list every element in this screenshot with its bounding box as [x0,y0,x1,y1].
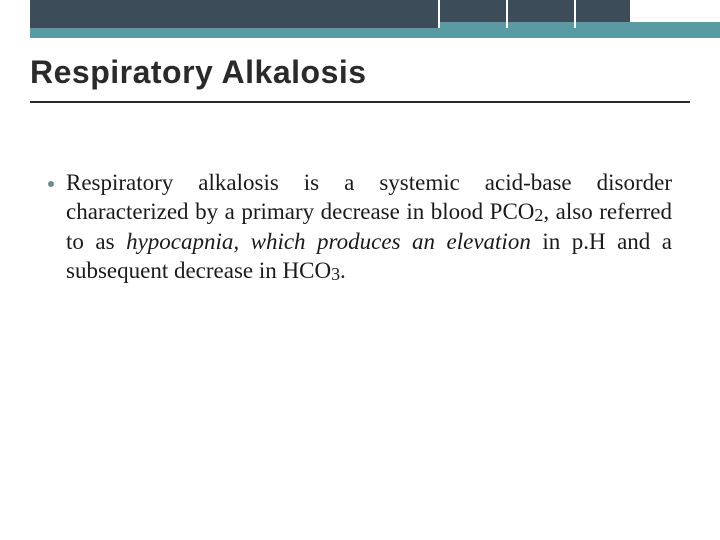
text-run: 2 [534,205,543,225]
text-run: . [340,258,346,283]
text-run: hypocapnia, which produces an elevation [126,229,531,254]
header-vline [506,0,508,28]
title-block: Respiratory Alkalosis [30,54,690,103]
header-vline [574,0,576,28]
bullet-text: Respiratory alkalosis is a systemic acid… [66,168,672,286]
title-underline [30,101,690,103]
body-block: Respiratory alkalosis is a systemic acid… [48,168,672,286]
header-band [0,0,720,42]
bullet-item: Respiratory alkalosis is a systemic acid… [48,168,672,286]
text-run: 3 [331,264,340,284]
header-band-teal-right [440,22,720,38]
header-vline [438,0,440,28]
page-title: Respiratory Alkalosis [30,54,690,91]
bullet-dot-icon [48,181,54,187]
